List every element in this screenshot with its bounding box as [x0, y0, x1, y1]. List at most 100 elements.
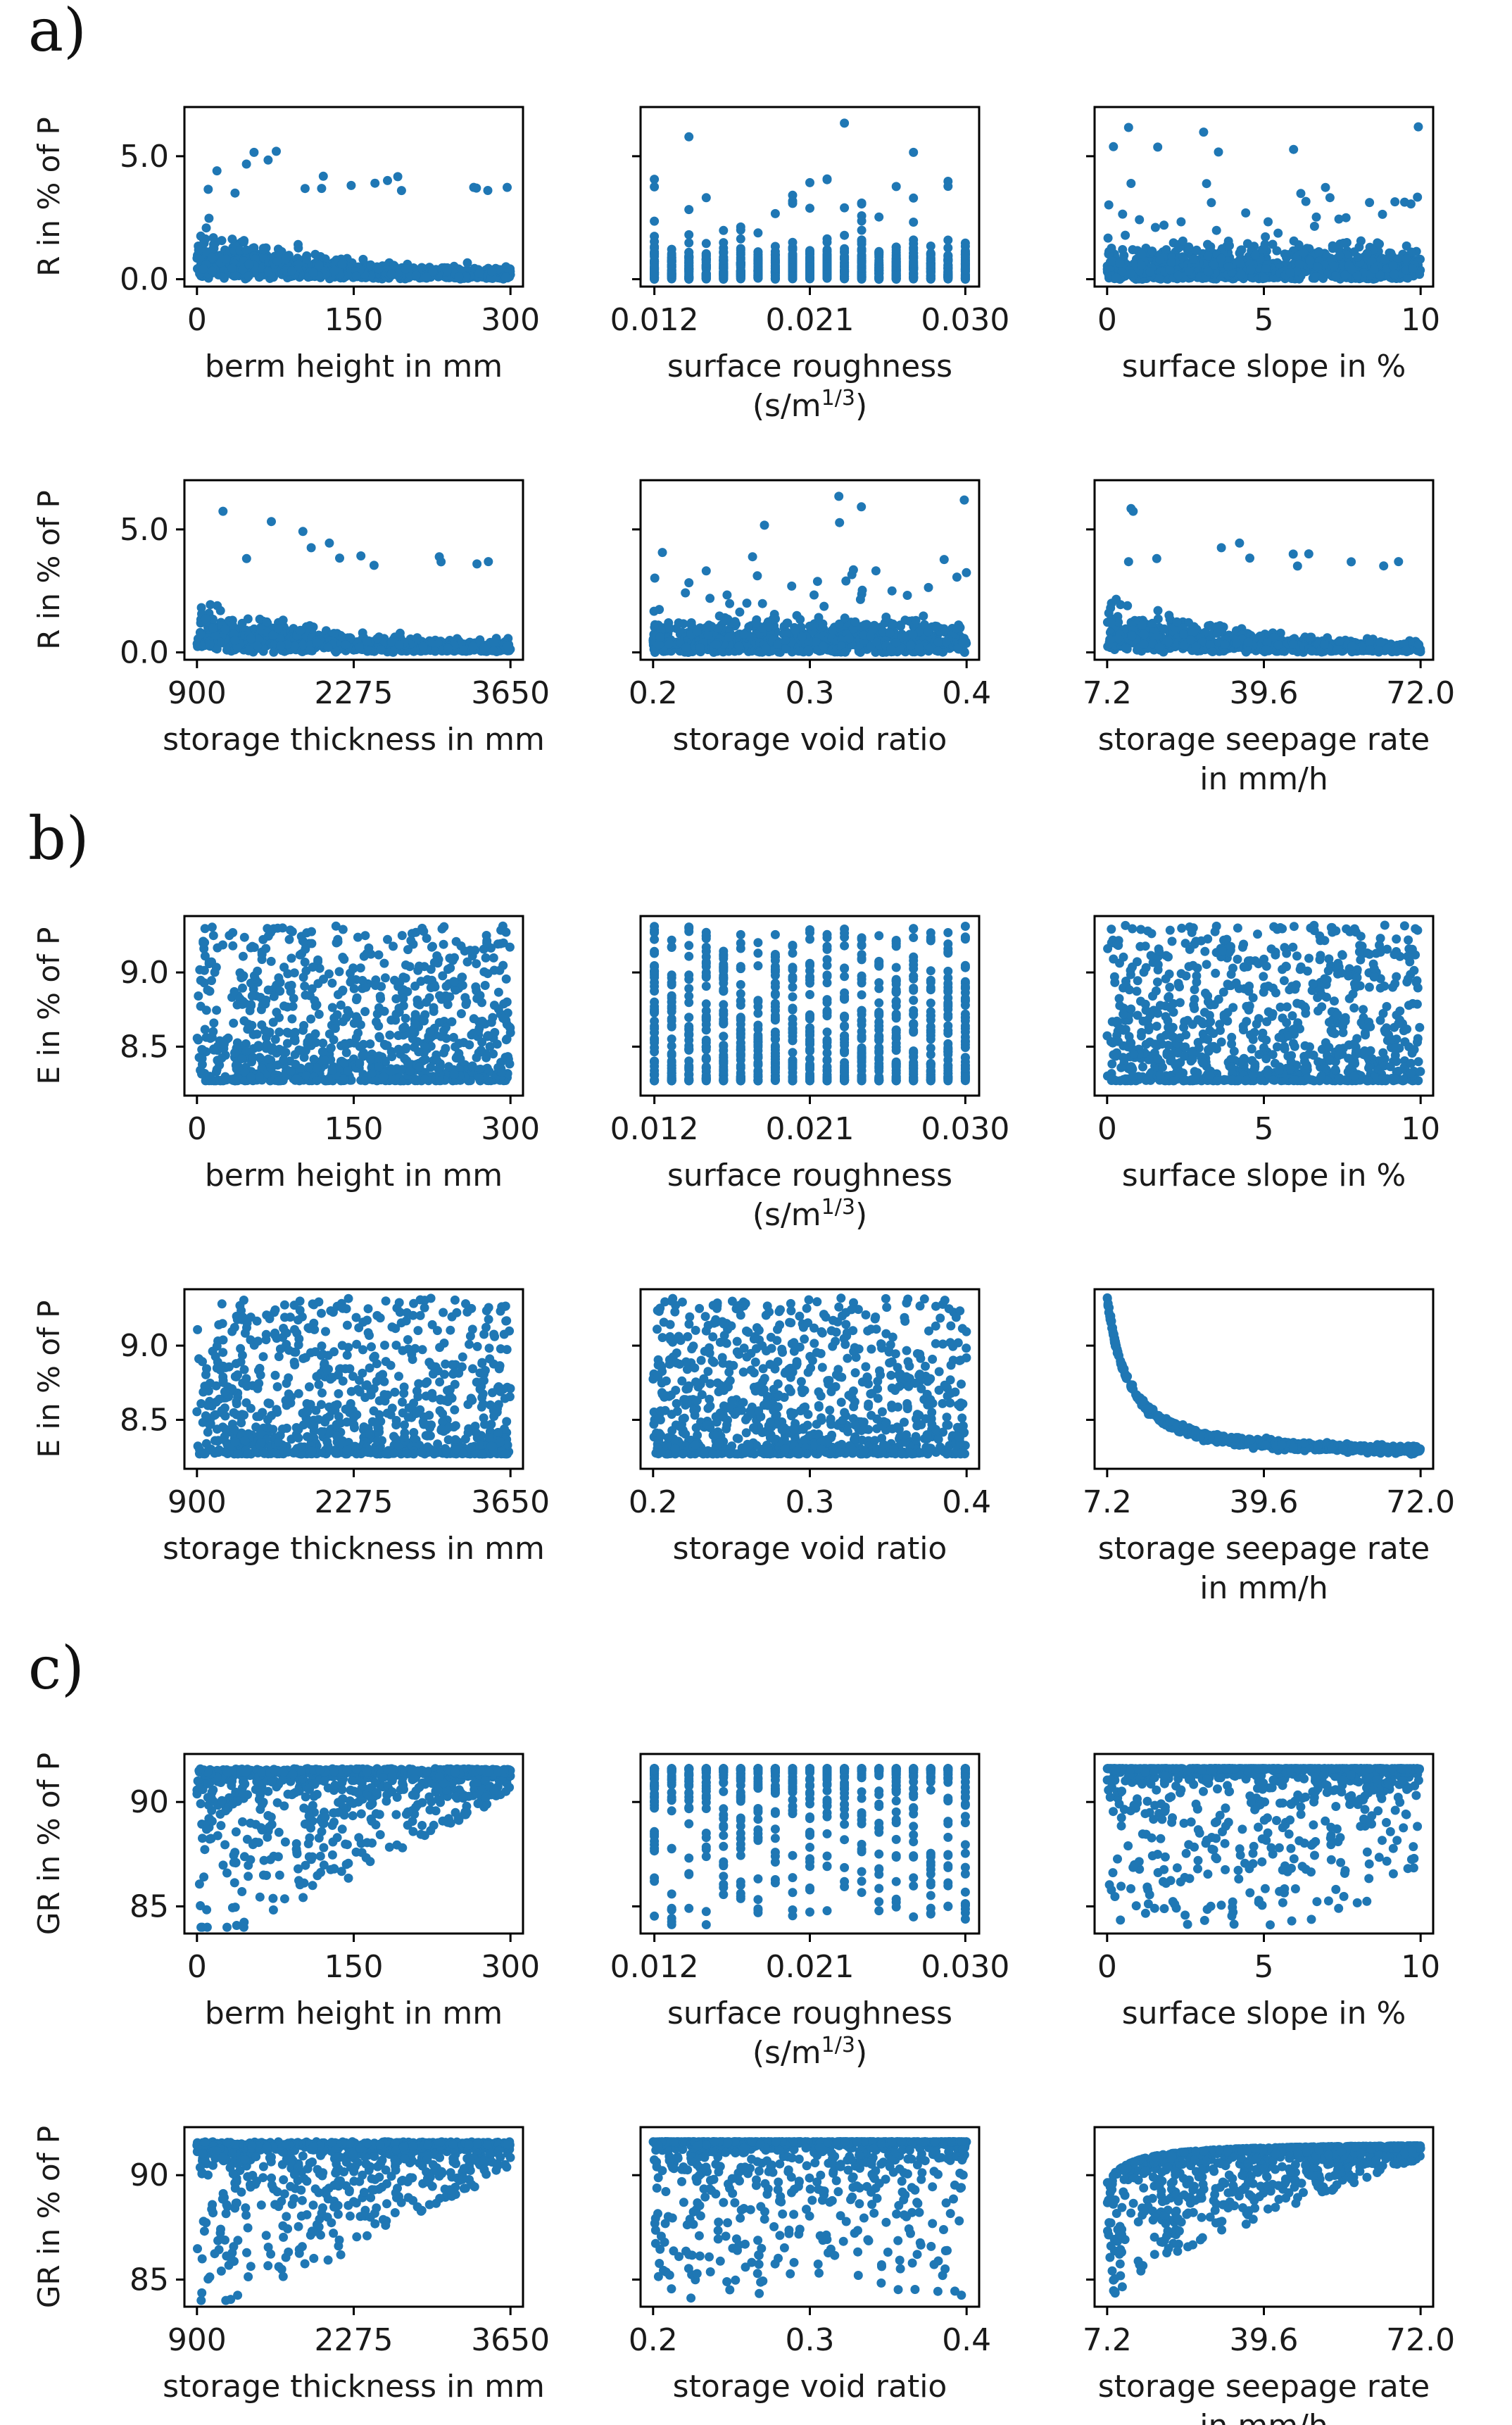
x-tick-label: 150 — [325, 302, 384, 338]
data-point — [1413, 192, 1423, 202]
data-point — [1118, 245, 1128, 254]
data-point — [217, 236, 227, 246]
data-point — [258, 245, 268, 255]
scatter-points — [650, 118, 970, 284]
data-point — [1241, 208, 1251, 218]
data-point — [736, 225, 745, 235]
data-point — [857, 585, 867, 595]
data-point — [245, 645, 255, 655]
data-point — [394, 640, 404, 650]
data-point — [891, 182, 901, 192]
data-point — [753, 228, 763, 238]
data-point — [503, 182, 512, 192]
data-point — [650, 250, 660, 260]
data-point — [196, 629, 206, 639]
data-point — [701, 193, 711, 203]
data-point — [1126, 269, 1135, 278]
data-point — [822, 174, 832, 184]
data-point — [443, 643, 453, 653]
data-point — [701, 239, 711, 249]
data-point — [730, 617, 740, 627]
data-point — [822, 249, 832, 259]
data-point — [383, 175, 392, 185]
x-tick-label: 0.021 — [766, 302, 855, 338]
data-point — [356, 551, 366, 560]
x-tick-label: 0 — [1097, 302, 1117, 338]
data-point — [667, 269, 676, 279]
data-point — [204, 213, 214, 223]
data-point — [1390, 269, 1399, 279]
y-tick-label: 0.0 — [120, 262, 169, 298]
data-point — [857, 502, 867, 512]
data-point — [1365, 198, 1375, 208]
data-point — [695, 643, 705, 653]
data-point — [906, 641, 916, 651]
data-point — [943, 274, 953, 284]
x-tick-label: 300 — [481, 302, 540, 338]
data-point — [684, 230, 694, 239]
data-point — [1289, 144, 1299, 154]
data-point — [909, 147, 919, 157]
data-point — [317, 184, 327, 194]
data-point — [194, 245, 203, 255]
data-point — [719, 238, 729, 248]
data-point — [840, 274, 850, 284]
data-point — [911, 615, 921, 625]
data-point — [736, 268, 745, 278]
data-point — [770, 208, 780, 218]
data-point — [803, 646, 813, 655]
data-point — [484, 557, 493, 567]
data-point — [667, 251, 676, 260]
data-point — [269, 647, 279, 657]
data-point — [664, 618, 674, 627]
data-point — [1292, 561, 1302, 571]
data-point — [503, 641, 512, 651]
data-point — [664, 639, 674, 648]
data-point — [1202, 179, 1211, 189]
data-point — [1309, 221, 1319, 231]
scatter-points — [1102, 503, 1425, 657]
data-point — [847, 570, 857, 579]
data-point — [1128, 245, 1138, 255]
data-point — [857, 244, 867, 254]
data-point — [1147, 246, 1157, 256]
data-point — [278, 615, 288, 625]
data-point — [943, 251, 953, 261]
data-point — [462, 258, 472, 268]
data-point — [1261, 264, 1271, 273]
data-point — [290, 641, 300, 651]
scatter-points — [1102, 122, 1425, 284]
data-point — [500, 272, 510, 282]
data-point — [318, 171, 328, 181]
data-point — [411, 270, 421, 280]
data-point — [822, 234, 832, 244]
data-point — [909, 193, 919, 203]
data-point — [1379, 561, 1389, 571]
data-point — [201, 614, 210, 624]
data-point — [1331, 271, 1340, 281]
data-point — [298, 527, 308, 537]
data-point — [923, 627, 933, 637]
data-point — [649, 606, 659, 616]
data-point — [386, 269, 396, 279]
data-point — [650, 175, 660, 184]
data-point — [376, 645, 386, 655]
data-point — [734, 641, 744, 651]
data-point — [302, 254, 311, 264]
data-point — [1415, 270, 1425, 280]
data-point — [273, 624, 283, 634]
data-point — [1296, 189, 1306, 199]
data-point — [246, 634, 256, 644]
data-point — [722, 590, 732, 600]
data-point — [231, 271, 241, 281]
data-point — [1103, 233, 1113, 243]
data-point — [840, 203, 850, 213]
data-point — [1203, 239, 1212, 249]
data-point — [1192, 246, 1202, 256]
data-point — [294, 239, 303, 249]
data-point — [272, 146, 281, 156]
data-point — [840, 266, 850, 275]
x-axis-label: (s/m1/3) — [752, 386, 867, 424]
